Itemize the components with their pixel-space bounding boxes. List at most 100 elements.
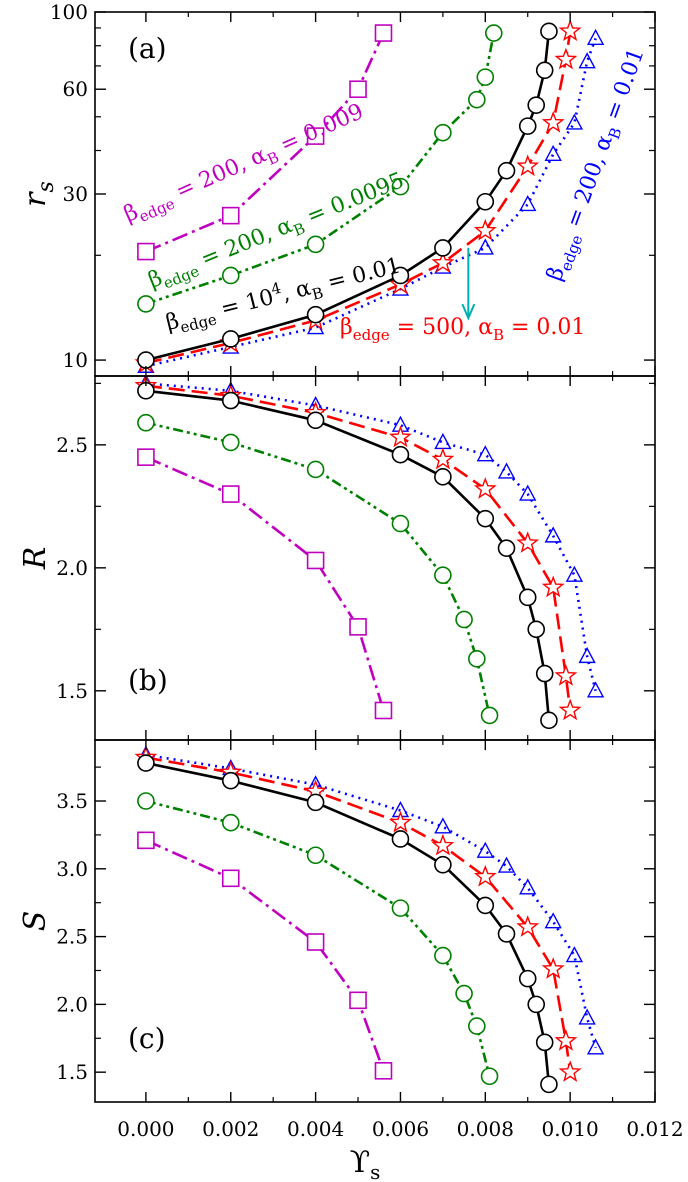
data-point-g — [468, 650, 486, 668]
data-point-m — [374, 701, 393, 720]
data-point-r — [558, 19, 582, 42]
data-point-b — [476, 445, 494, 462]
data-point-k — [540, 1075, 558, 1094]
data-point-k — [434, 239, 452, 257]
data-point-b — [544, 912, 562, 929]
data-point-g — [306, 235, 325, 254]
panel-tag: (c) — [128, 1022, 166, 1055]
data-point-k — [527, 995, 546, 1014]
data-point-m — [374, 1062, 393, 1080]
data-point-g — [306, 846, 325, 865]
data-point-k — [535, 1033, 554, 1052]
y-axis-label: rs — [18, 181, 59, 207]
data-point-k — [535, 61, 554, 80]
data-point-k — [518, 117, 537, 135]
data-point-g — [221, 266, 240, 285]
x-tick-label: 0.002 — [202, 1117, 259, 1141]
data-point-g — [221, 433, 240, 452]
y-axis-label: R — [18, 547, 53, 571]
data-point-k — [476, 896, 495, 915]
data-point-k — [434, 855, 452, 874]
annotation-b: βedge = 200, αB = 0.01 — [542, 45, 653, 286]
y-tick-label: 2.0 — [56, 556, 88, 580]
data-point-k — [137, 351, 155, 369]
x-tick-label: 0.006 — [372, 1117, 429, 1141]
data-point-k — [221, 771, 240, 790]
series-line-k — [145, 761, 551, 1085]
y-tick-label: 2.0 — [56, 992, 88, 1016]
data-point-m — [374, 24, 393, 42]
panel-a: 10 30 60 100 rs (a) — [18, 0, 656, 377]
data-point-r — [541, 111, 565, 133]
data-point-g — [221, 813, 240, 832]
x-tick-label: 0.000 — [117, 1117, 174, 1141]
data-point-g — [391, 899, 410, 917]
panel-b: 1.5 2.0 2.5 R (b) — [18, 373, 656, 741]
data-point-b — [578, 52, 596, 69]
y-tick-label: 60 — [63, 77, 88, 101]
data-point-b — [578, 1008, 596, 1025]
x-tick-label: 0.008 — [457, 1117, 514, 1141]
data-point-b — [519, 194, 537, 212]
data-point-g — [468, 90, 486, 109]
data-point-g — [137, 295, 155, 313]
data-point-m — [306, 933, 325, 951]
y-tick-label: 1.5 — [56, 679, 88, 703]
data-point-g — [306, 460, 325, 479]
data-point-r — [541, 957, 565, 979]
data-point-g — [480, 706, 499, 725]
series-line-k — [145, 389, 551, 721]
data-point-g — [468, 1017, 486, 1035]
data-point-k — [518, 969, 537, 988]
data-point-b — [519, 484, 537, 501]
panel-tag: (a) — [128, 32, 167, 65]
data-point-b — [586, 681, 605, 698]
data-point-b — [544, 526, 562, 543]
data-point-g — [434, 946, 452, 965]
data-point-m — [349, 80, 367, 99]
panel-frame — [94, 739, 656, 1103]
data-point-g — [391, 514, 410, 533]
data-point-r — [388, 810, 412, 833]
data-point-m — [137, 448, 155, 466]
y-tick-label: 30 — [63, 182, 88, 206]
series-k — [137, 754, 558, 1094]
data-point-r — [431, 447, 455, 470]
data-point-k — [306, 793, 325, 812]
series-line-b — [145, 753, 597, 1049]
data-point-k — [527, 96, 546, 114]
data-point-k — [527, 620, 546, 639]
data-point-k — [540, 22, 558, 41]
annotation-arrow-head — [461, 303, 476, 321]
y-tick-label: 3.0 — [56, 857, 88, 881]
data-point-g — [476, 68, 495, 86]
data-point-b — [497, 462, 516, 479]
series-m — [137, 448, 393, 720]
data-point-k — [306, 411, 325, 430]
y-tick-label: 2.5 — [56, 433, 88, 457]
data-point-k — [476, 192, 495, 211]
data-point-m — [221, 206, 240, 225]
data-point-k — [535, 664, 554, 683]
data-point-m — [306, 127, 325, 145]
shared-x-axis: 0.000 0.002 0.004 0.006 0.008 0.010 0.012 ϒs — [117, 1117, 683, 1182]
series-b — [137, 745, 605, 1055]
data-point-k — [221, 330, 240, 348]
series-b — [137, 373, 605, 698]
y-tick-label: 100 — [50, 0, 88, 24]
x-tick-label: 0.012 — [626, 1117, 683, 1141]
data-point-b — [519, 878, 537, 895]
data-point-g — [137, 413, 155, 432]
data-point-g — [455, 610, 473, 629]
data-point-b — [497, 856, 516, 873]
panel-tag: (b) — [128, 664, 168, 697]
annotation-r: βedge = 500, αB = 0.01 — [340, 315, 585, 344]
data-point-r — [554, 47, 578, 70]
data-point-g — [391, 177, 410, 196]
data-point-b — [434, 817, 452, 834]
y-tick-label: 10 — [63, 348, 88, 372]
data-point-g — [480, 1067, 499, 1086]
data-point-k — [518, 588, 537, 607]
